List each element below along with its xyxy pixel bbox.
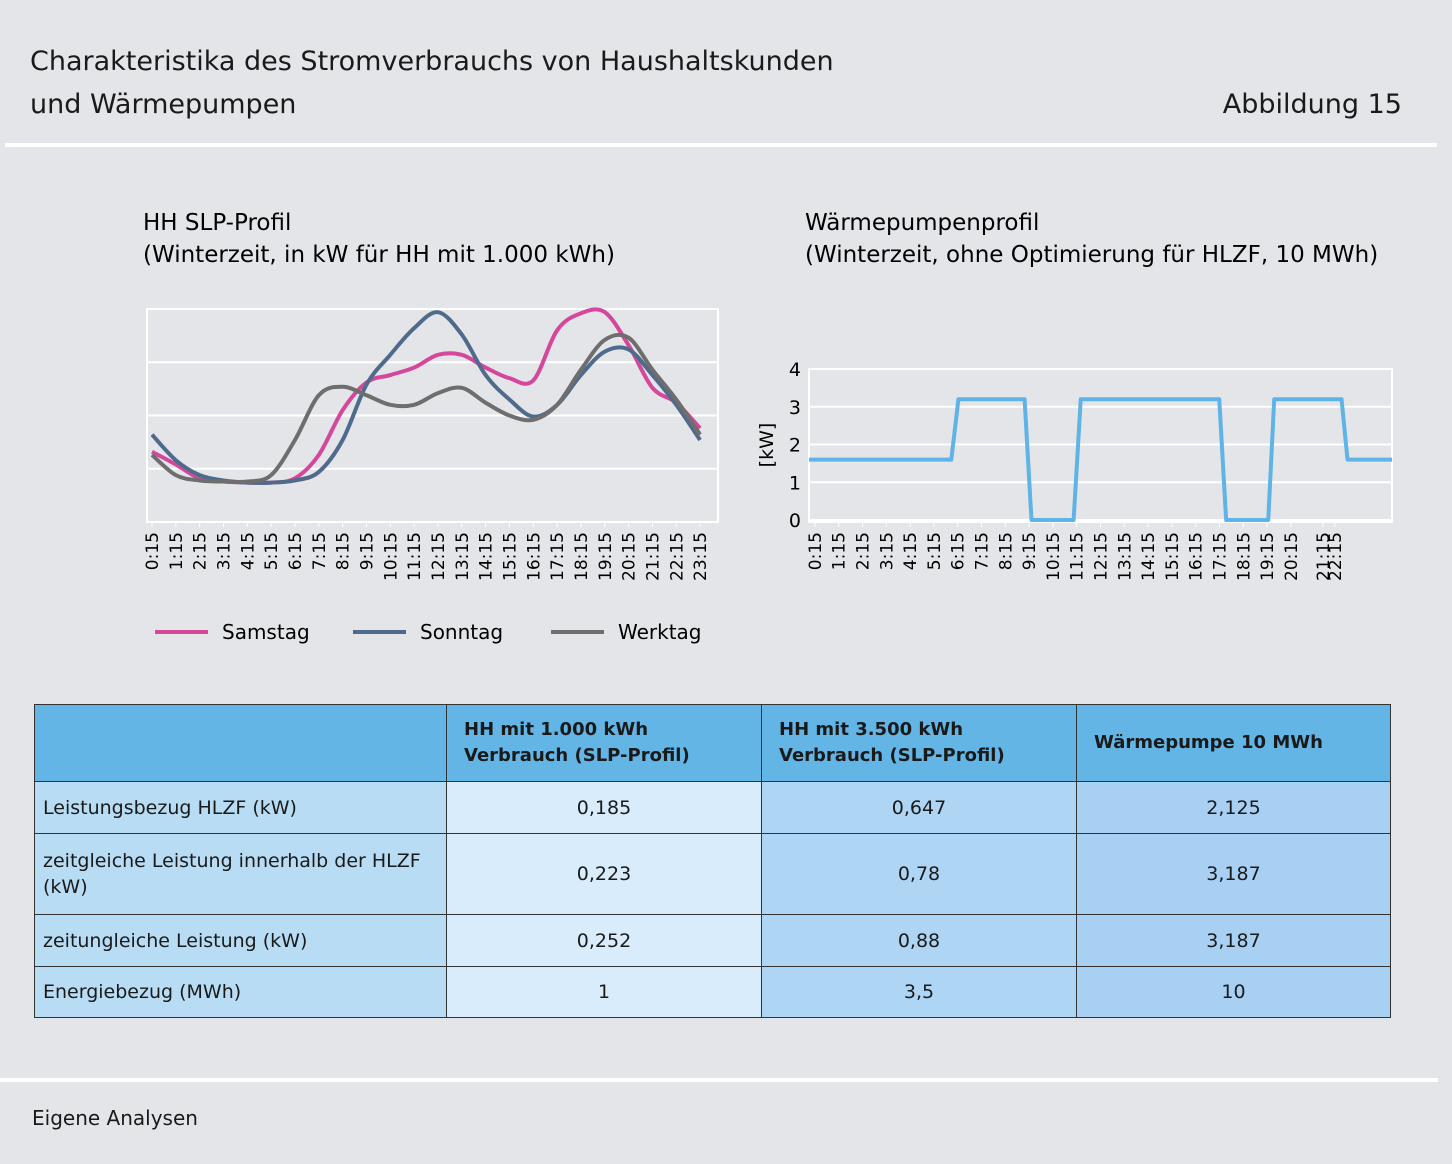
charts: HH SLP-Profil (Winterzeit, in kW für HH m… xyxy=(143,210,1393,644)
x-tick-label: 23:15 xyxy=(691,532,711,581)
table-row: Leistungsbezug HLZF (kW) 0,185 0,647 2,125 xyxy=(34,781,1391,834)
x-tick-label: 22:15 xyxy=(667,532,687,581)
legend-label: Werktag xyxy=(618,620,702,644)
table-cell: 10 xyxy=(1076,966,1391,1018)
x-tick-label: 18:15 xyxy=(572,532,592,581)
table-cell: 2,125 xyxy=(1076,781,1391,834)
table-cell: 1 xyxy=(446,966,762,1018)
column-header: HH mit 1.000 kWh Verbrauch (SLP-Profil) xyxy=(446,704,762,782)
x-tick-label: 14:15 xyxy=(1139,532,1159,581)
chart-title: HH SLP-Profil xyxy=(143,210,291,236)
x-tick-label: 15:15 xyxy=(1163,532,1183,581)
x-tick-label: 8:15 xyxy=(996,532,1016,570)
separator xyxy=(0,1078,1438,1082)
table-cell: 0,223 xyxy=(446,833,762,915)
y-tick-label: 2 xyxy=(789,435,801,457)
column-header: Wärmepumpe 10 MWh xyxy=(1076,704,1391,782)
x-tick-label: 17:15 xyxy=(1210,532,1230,581)
x-tick-label: 10:15 xyxy=(1044,532,1064,581)
table-cell: 3,5 xyxy=(761,966,1077,1018)
x-tick-label: 3:15 xyxy=(214,532,234,570)
x-tick-label: 0:15 xyxy=(806,532,826,570)
x-tick-label: 12:15 xyxy=(1092,532,1112,581)
x-tick-label: 22:15 xyxy=(1326,532,1346,581)
header-text: HH mit 1.000 kWh Verbrauch (SLP-Profil) xyxy=(464,719,690,766)
table-cell: Energiebezug (MWh) xyxy=(34,966,447,1018)
x-tick-label: 6:15 xyxy=(286,532,306,570)
y-axis-label: [kW] xyxy=(756,423,778,468)
x-tick-label: 19:15 xyxy=(1258,532,1278,581)
source: Eigene Analysen xyxy=(32,1106,198,1130)
legend-label: Samstag xyxy=(222,620,310,644)
x-tick-label: 11:15 xyxy=(405,532,425,581)
table-cell: zeitungleiche Leistung (kW) xyxy=(34,914,447,967)
x-tick-label: 20:15 xyxy=(620,532,640,581)
x-tick-label: 0:15 xyxy=(143,532,163,570)
chart-title: Wärmepumpenprofil xyxy=(805,210,1039,236)
column-header: HH mit 3.500 kWh Verbrauch (SLP-Profil) xyxy=(761,704,1077,782)
x-tick-label: 6:15 xyxy=(949,532,969,570)
x-tick-label: 16:15 xyxy=(524,532,544,581)
x-tick-label: 13:15 xyxy=(453,532,473,581)
x-tick-label: 17:15 xyxy=(548,532,568,581)
x-tick-label: 1:15 xyxy=(830,532,850,570)
table-row: zeitungleiche Leistung (kW) 0,252 0,88 3,18… xyxy=(34,914,1391,967)
x-tick-label: 4:15 xyxy=(238,532,258,570)
figure-number: Abbildung 15 xyxy=(1222,89,1402,120)
separator xyxy=(5,143,1437,147)
x-tick-label: 10:15 xyxy=(381,532,401,581)
header-text: HH mit 3.500 kWh Verbrauch (SLP-Profil) xyxy=(779,719,1005,766)
x-tick-label: 15:15 xyxy=(500,532,520,581)
table-cell: 0,185 xyxy=(446,781,762,834)
y-tick-label: 4 xyxy=(789,359,801,381)
table-row: Energiebezug (MWh) 1 3,5 10 xyxy=(34,966,1391,1018)
series-line xyxy=(150,332,702,485)
x-tick-label: 3:15 xyxy=(877,532,897,570)
chart-subtitle: (Winterzeit, ohne Optimierung für HLZF, … xyxy=(805,242,1378,268)
table-row: zeitgleiche Leistung innerhalb der HLZF … xyxy=(34,833,1391,915)
x-tick-label: 5:15 xyxy=(925,532,945,570)
table-cell: 0,78 xyxy=(761,833,1077,915)
series-line xyxy=(809,397,1392,522)
x-tick-label: 14:15 xyxy=(477,532,497,581)
header-text: Wärmepumpe 10 MWh xyxy=(1094,732,1323,753)
y-tick-label: 3 xyxy=(789,397,801,419)
legend-label: Sonntag xyxy=(420,620,503,644)
x-tick-label: 19:15 xyxy=(596,532,616,581)
table-cell: 0,252 xyxy=(446,914,762,967)
x-tick-label: 7:15 xyxy=(973,532,993,570)
x-tick-label: 2:15 xyxy=(854,532,874,570)
table-cell: 3,187 xyxy=(1076,833,1391,915)
x-tick-label: 2:15 xyxy=(191,532,211,570)
x-tick-label: 13:15 xyxy=(1115,532,1135,581)
table-cell: 0,88 xyxy=(761,914,1077,967)
table-cell: Leistungsbezug HLZF (kW) xyxy=(34,781,447,834)
x-tick-label: 8:15 xyxy=(334,532,354,570)
x-tick-label: 9:15 xyxy=(1020,532,1040,570)
x-tick-label: 1:15 xyxy=(167,532,187,570)
x-tick-label: 7:15 xyxy=(310,532,330,570)
x-tick-label: 9:15 xyxy=(357,532,377,570)
comparison-table: HH mit 1.000 kWh Verbrauch (SLP-Profil) H… xyxy=(34,704,1391,1018)
x-tick-label: 4:15 xyxy=(901,532,921,570)
empty-header xyxy=(34,704,447,782)
x-tick-label: 20:15 xyxy=(1282,532,1302,581)
x-tick-label: 11:15 xyxy=(1068,532,1088,581)
table-cell: 3,187 xyxy=(1076,914,1391,967)
y-tick-label: 0 xyxy=(789,510,801,532)
x-tick-label: 5:15 xyxy=(262,532,282,570)
table-cell: 0,647 xyxy=(761,781,1077,834)
x-tick-label: 18:15 xyxy=(1234,532,1254,581)
y-tick-label: 1 xyxy=(789,472,801,494)
x-tick-label: 12:15 xyxy=(429,532,449,581)
x-tick-label: 21:15 xyxy=(1314,532,1334,581)
x-tick-label: 21:15 xyxy=(643,532,663,581)
x-tick-label: 16:15 xyxy=(1187,532,1207,581)
table-cell: zeitgleiche Leistung innerhalb der HLZF … xyxy=(34,833,447,915)
chart-subtitle: (Winterzeit, in kW für HH mit 1.000 kWh) xyxy=(143,242,615,268)
page-title: Charakteristika des Stromverbrauchs von … xyxy=(30,46,834,120)
